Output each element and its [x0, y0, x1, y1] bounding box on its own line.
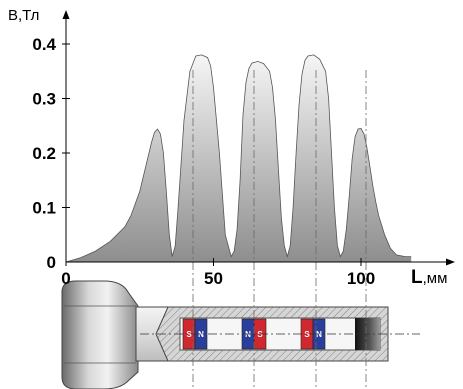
y-tick-label: 0.1: [32, 199, 56, 218]
field-curve-line: [65, 54, 412, 263]
bolt-head: [61, 280, 139, 389]
y-tick-label: 0: [47, 253, 56, 272]
y-tick-label: 0.2: [32, 144, 56, 163]
y-axis-arrow: [62, 10, 70, 19]
magnet-pole-label: N: [245, 330, 251, 339]
field-curve-area: [66, 54, 412, 263]
y-tick-label: 0.4: [32, 35, 56, 54]
x-axis-arrow: [446, 258, 455, 266]
y-axis-ticks: 0.4 0.3 0.2 0.1 0: [32, 35, 70, 272]
magnet-pole-label: S: [186, 330, 192, 339]
x-tick-label: 50: [204, 269, 223, 288]
magnet-centerlines: [192, 70, 367, 389]
x-axis-ticks: 0 50 100: [61, 258, 375, 288]
x-tick-label: 0: [61, 269, 70, 288]
y-tick-label: 0.3: [32, 90, 56, 109]
x-tick-label: 100: [347, 269, 375, 288]
magnet-pole-label: S: [257, 330, 263, 339]
y-axis-label: В,Тл: [8, 7, 39, 24]
chart: 0.4 0.3 0.2 0.1 0 0 50 100 В,Тл L,мм: [8, 7, 455, 389]
magnet-pole-label: N: [198, 330, 204, 339]
magnet-pole-label: N: [316, 330, 322, 339]
magnet-pole-label: S: [304, 330, 310, 339]
x-axis-label: L,мм: [411, 267, 447, 288]
